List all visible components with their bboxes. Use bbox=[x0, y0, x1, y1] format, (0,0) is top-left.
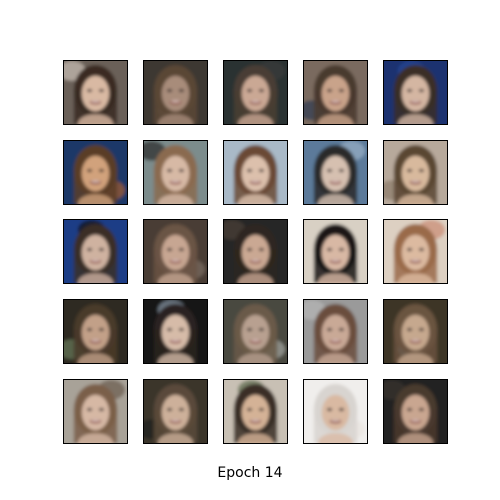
face-image bbox=[384, 300, 447, 363]
face-tile-3-5 bbox=[383, 219, 448, 284]
face-image bbox=[304, 220, 367, 283]
epoch-caption: Epoch 14 bbox=[217, 465, 283, 481]
face-image bbox=[64, 61, 127, 124]
face-tile-2-1 bbox=[63, 140, 128, 205]
face-tile-4-2 bbox=[143, 299, 208, 364]
face-image bbox=[304, 300, 367, 363]
face-image bbox=[304, 61, 367, 124]
face-image bbox=[304, 141, 367, 204]
face-tile-2-2 bbox=[143, 140, 208, 205]
face-tile-5-1 bbox=[63, 379, 128, 444]
face-image bbox=[304, 380, 367, 443]
face-image bbox=[144, 141, 207, 204]
face-tile-2-5 bbox=[383, 140, 448, 205]
face-image bbox=[144, 380, 207, 443]
face-tile-2-3 bbox=[223, 140, 288, 205]
face-image bbox=[224, 141, 287, 204]
face-tile-1-4 bbox=[303, 60, 368, 125]
face-image bbox=[224, 220, 287, 283]
face-tile-1-5 bbox=[383, 60, 448, 125]
face-tile-5-2 bbox=[143, 379, 208, 444]
face-image bbox=[224, 61, 287, 124]
face-image bbox=[64, 380, 127, 443]
face-tile-3-1 bbox=[63, 219, 128, 284]
face-image bbox=[384, 220, 447, 283]
generated-faces-grid bbox=[63, 60, 448, 444]
face-tile-4-3 bbox=[223, 299, 288, 364]
face-tile-1-2 bbox=[143, 60, 208, 125]
face-image bbox=[64, 220, 127, 283]
face-tile-2-4 bbox=[303, 140, 368, 205]
face-tile-3-2 bbox=[143, 219, 208, 284]
face-image bbox=[64, 141, 127, 204]
face-image bbox=[384, 61, 447, 124]
face-tile-3-3 bbox=[223, 219, 288, 284]
face-tile-4-4 bbox=[303, 299, 368, 364]
face-tile-1-3 bbox=[223, 60, 288, 125]
face-tile-5-5 bbox=[383, 379, 448, 444]
face-tile-1-1 bbox=[63, 60, 128, 125]
face-image bbox=[64, 300, 127, 363]
face-image bbox=[144, 220, 207, 283]
face-tile-3-4 bbox=[303, 219, 368, 284]
face-image bbox=[144, 300, 207, 363]
face-tile-4-5 bbox=[383, 299, 448, 364]
face-image bbox=[224, 380, 287, 443]
face-image bbox=[384, 141, 447, 204]
face-image bbox=[144, 61, 207, 124]
face-tile-5-3 bbox=[223, 379, 288, 444]
face-tile-5-4 bbox=[303, 379, 368, 444]
face-image bbox=[384, 380, 447, 443]
face-image bbox=[224, 300, 287, 363]
face-tile-4-1 bbox=[63, 299, 128, 364]
